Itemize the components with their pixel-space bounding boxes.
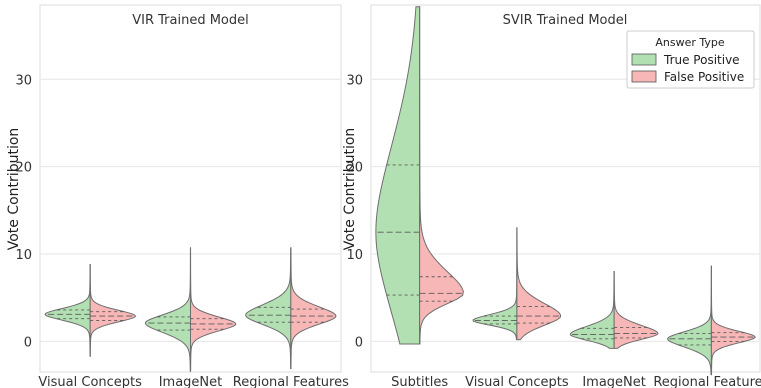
vir-x-tick-label-visual-concepts: Visual Concepts bbox=[38, 375, 142, 388]
vir-title: VIR Trained Model bbox=[132, 13, 249, 28]
legend-box bbox=[626, 30, 755, 89]
vir-panel: 0 10 20 30 Visual Concepts ImageNet Regional … bbox=[6, 4, 349, 388]
vir-violin-false-positive-regional-features bbox=[290, 247, 337, 370]
svir-violin-false-positive-visual-concepts bbox=[516, 227, 562, 341]
svir-violin-false-positive-imagenet bbox=[613, 271, 659, 349]
svir-y-tick-label: 30 bbox=[346, 73, 363, 88]
svir-title: SVIR Trained Model bbox=[503, 13, 628, 28]
svir-violin-false-positive-subtitles bbox=[419, 6, 464, 345]
vir-y-tick-label: 20 bbox=[15, 161, 32, 176]
vir-violin-false-positive-imagenet bbox=[190, 247, 237, 372]
legend-label-false-positive: False Positive bbox=[664, 70, 744, 84]
svir-x-tick-label-imagenet: ImageNet bbox=[582, 375, 646, 388]
svir-violin-true-positive-subtitles bbox=[375, 6, 421, 345]
vir-x-tick-label-imagenet: ImageNet bbox=[159, 375, 223, 388]
svir-y-tick-label: 0 bbox=[355, 335, 363, 350]
svir-panel: 0 10 20 30 Subtitles Visual Concepts ImageNet… bbox=[342, 4, 761, 388]
vir-y-axis-label: Vote Contribution bbox=[6, 128, 22, 251]
svir-violin-false-positive-regional-features bbox=[710, 265, 756, 376]
vir-violin-false-positive-visual-concepts bbox=[89, 264, 136, 357]
svir-x-tick-label-visual-concepts: Visual Concepts bbox=[465, 375, 569, 388]
legend-title: Answer Type bbox=[655, 36, 725, 49]
legend: Answer Type True Positive False Positive bbox=[626, 30, 755, 89]
svir-y-tick-label: 20 bbox=[346, 161, 363, 176]
svir-x-ticks: Subtitles Visual Concepts ImageNet Regional… bbox=[391, 375, 761, 388]
svir-y-axis-label: Vote Contribution bbox=[342, 128, 358, 251]
vir-violins bbox=[44, 247, 337, 372]
legend-swatch-false-positive bbox=[631, 70, 657, 83]
svir-x-tick-label-regional-features: Regional Features bbox=[653, 375, 761, 388]
vir-y-tick-label: 10 bbox=[15, 248, 32, 263]
svir-y-tick-label: 10 bbox=[346, 248, 363, 263]
vir-y-ticks: 0 10 20 30 bbox=[15, 73, 32, 350]
vir-y-tick-label: 30 bbox=[15, 73, 32, 88]
legend-swatch-true-positive bbox=[631, 53, 657, 66]
legend-label-true-positive: True Positive bbox=[663, 53, 740, 67]
vir-y-tick-label: 0 bbox=[24, 335, 32, 350]
svir-x-tick-label-subtitles: Subtitles bbox=[391, 375, 448, 388]
vir-x-tick-label-regional-features: Regional Features bbox=[233, 375, 349, 388]
svir-y-ticks: 0 10 20 30 bbox=[346, 73, 363, 350]
svir-violins bbox=[375, 6, 756, 376]
vir-x-ticks: Visual Concepts ImageNet Regional Features bbox=[38, 375, 349, 388]
